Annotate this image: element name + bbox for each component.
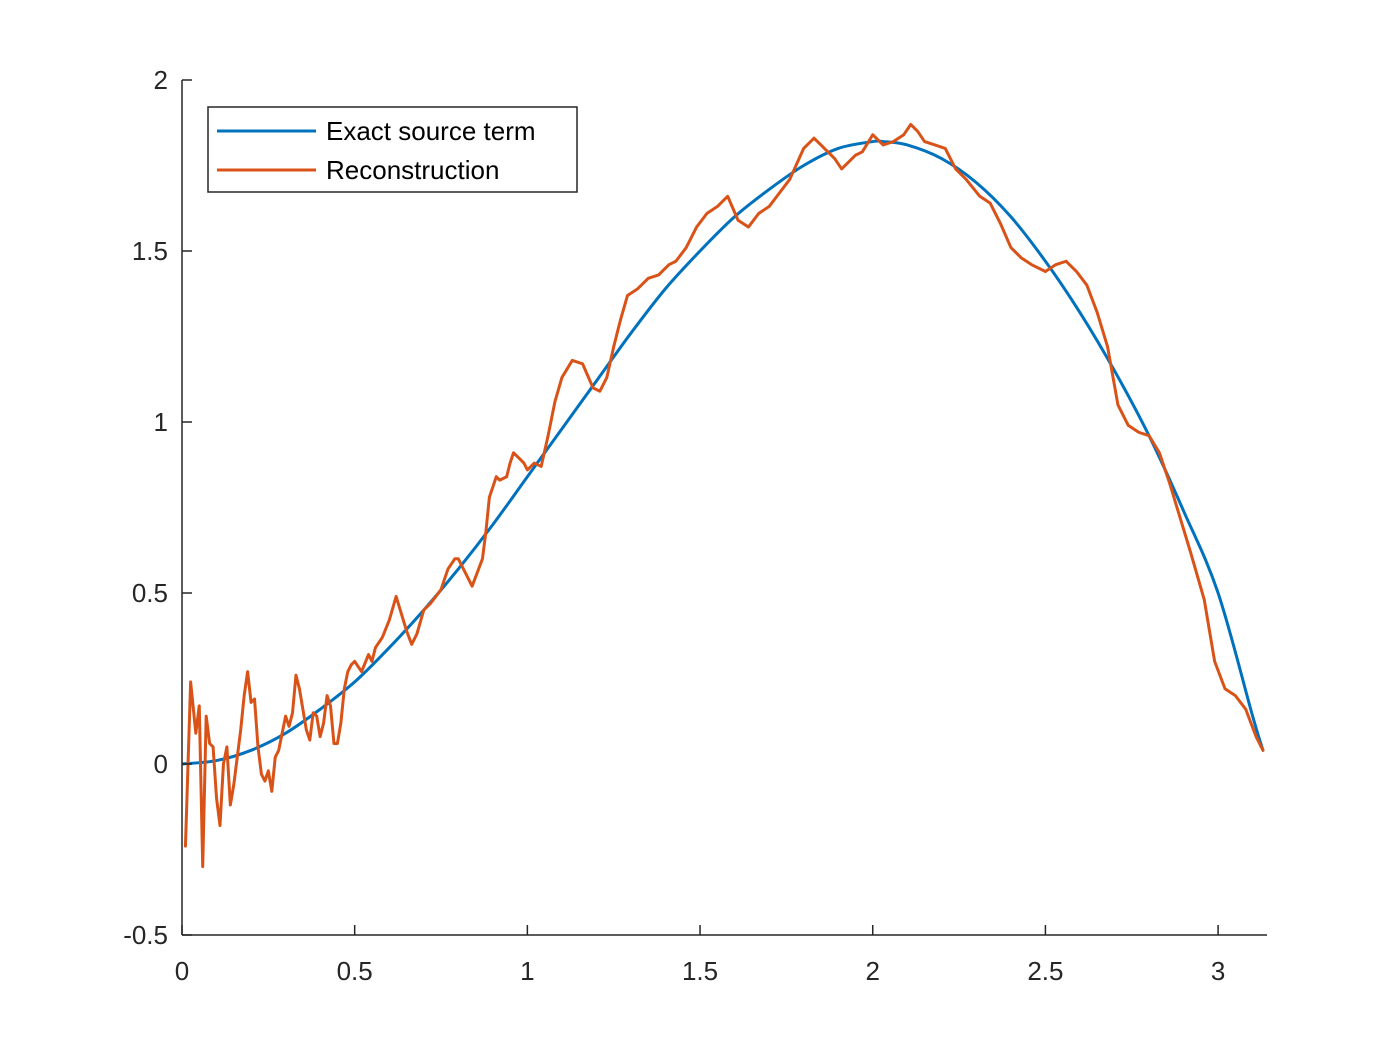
legend-label-reconstruction: Reconstruction xyxy=(326,155,499,185)
x-tick-label: 1 xyxy=(520,956,534,986)
legend: Exact source term Reconstruction xyxy=(207,106,578,193)
x-tick-label: 1.5 xyxy=(682,956,718,986)
y-ticks: -0.5 0 0.5 1 1.5 2 xyxy=(123,65,192,950)
y-tick-label: 1 xyxy=(154,407,168,437)
plot-area xyxy=(182,80,1267,935)
x-ticks: 0 0.5 1 1.5 2 2.5 3 xyxy=(175,925,1225,986)
legend-label-exact: Exact source term xyxy=(326,116,536,146)
series-line-exact-source-term xyxy=(182,139,1265,766)
x-tick-label: 2.5 xyxy=(1027,956,1063,986)
axes xyxy=(181,80,1267,936)
y-tick-label: 0.5 xyxy=(132,578,168,608)
y-tick-label: -0.5 xyxy=(123,920,168,950)
legend-box xyxy=(207,106,578,193)
x-tick-label: 3 xyxy=(1211,956,1225,986)
y-tick-label: 0 xyxy=(154,749,168,779)
y-tick-label: 1.5 xyxy=(132,236,168,266)
series-layer xyxy=(182,122,1265,869)
y-tick-label: 2 xyxy=(154,65,168,95)
series-line-reconstruction xyxy=(183,122,1265,869)
x-tick-label: 0.5 xyxy=(337,956,373,986)
x-tick-label: 2 xyxy=(865,956,879,986)
x-tick-label: 0 xyxy=(175,956,189,986)
